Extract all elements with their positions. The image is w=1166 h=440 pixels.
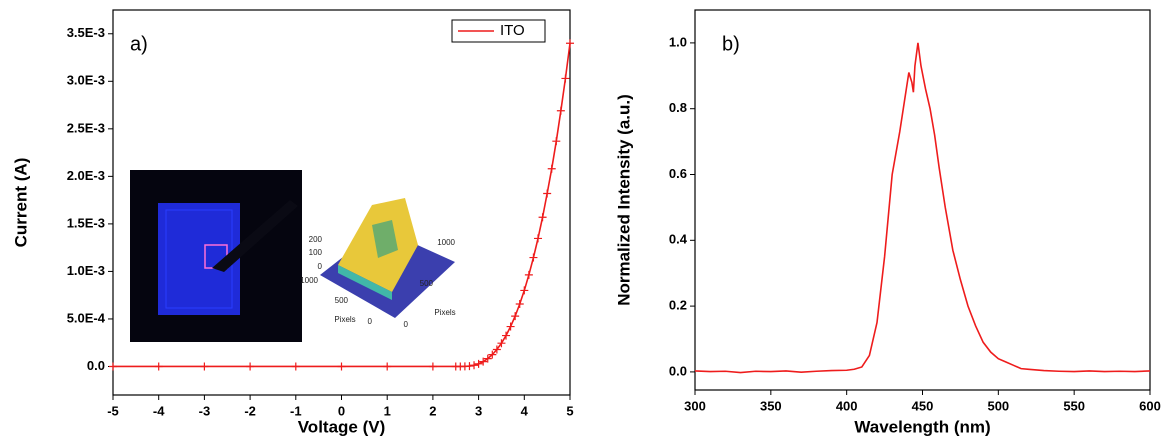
data-marker	[465, 362, 474, 371]
data-marker	[561, 74, 570, 83]
x-tick-label: -2	[244, 403, 256, 418]
y-tick-label: 1.0E-3	[67, 263, 105, 278]
surface-well	[372, 220, 398, 258]
inset-axis-label: Pixels	[434, 308, 455, 317]
y-tick-label: 0.2	[669, 298, 687, 313]
legend-label: ITO	[500, 22, 525, 39]
x-tick-label: 500	[987, 398, 1009, 413]
inset-tick-label: 500	[335, 296, 349, 305]
x-tick-label: 0	[338, 403, 345, 418]
y-tick-label: 1.5E-3	[67, 215, 105, 230]
y-tick-label: 3.0E-3	[67, 73, 105, 88]
y-tick-label: 3.5E-3	[67, 25, 105, 40]
data-marker	[566, 39, 574, 48]
data-marker	[515, 300, 524, 309]
data-marker	[488, 350, 497, 359]
y-axis-label: Normalized Intensity (a.u.)	[614, 94, 633, 306]
x-tick-label: 3	[475, 403, 482, 418]
inset-tick-label: 0	[368, 317, 373, 326]
x-tick-label: 1	[384, 403, 391, 418]
data-marker	[502, 331, 511, 340]
inset-tick-label: 0	[404, 320, 409, 329]
x-tick-label: 450	[912, 398, 934, 413]
probe	[212, 200, 298, 272]
x-tick-label: 350	[760, 398, 782, 413]
data-marker	[383, 362, 392, 371]
data-marker	[552, 137, 561, 146]
x-tick-label: 5	[566, 403, 573, 418]
data-marker	[520, 286, 529, 295]
data-line	[694, 42, 1151, 374]
inset-axis-label: Pixels	[334, 315, 355, 324]
data-marker	[474, 359, 483, 368]
panel-label: b)	[722, 33, 740, 55]
legend-box	[451, 19, 546, 43]
x-axis-label: Voltage (V)	[298, 417, 386, 436]
y-tick-label: 2.5E-3	[67, 120, 105, 135]
data-marker	[556, 106, 565, 115]
y-tick-label: 0.0	[669, 363, 687, 378]
data-marker	[497, 339, 506, 348]
panel-label: a)	[130, 33, 148, 55]
data-marker	[470, 361, 479, 370]
inset-tick-label: 1000	[437, 238, 455, 247]
x-tick-label: 550	[1063, 398, 1085, 413]
inset-tick-label: 100	[309, 248, 323, 257]
data-marker	[291, 362, 300, 371]
x-tick-label: 600	[1139, 398, 1161, 413]
inset-tick-label: 200	[309, 235, 323, 244]
x-tick-label: 400	[836, 398, 858, 413]
data-marker	[506, 322, 515, 331]
y-tick-label: 0.8	[669, 100, 687, 115]
data-marker	[547, 164, 556, 173]
data-marker	[200, 362, 209, 371]
y-tick-label: 0.4	[669, 232, 688, 247]
x-tick-label: 300	[684, 398, 706, 413]
data-marker	[543, 189, 552, 198]
inset	[130, 170, 484, 342]
x-tick-label: -1	[290, 403, 302, 418]
x-tick-label: -3	[199, 403, 211, 418]
y-tick-label: 0.0	[87, 358, 105, 373]
data-marker	[534, 234, 543, 243]
y-tick-label: 2.0E-3	[67, 168, 105, 183]
data-marker	[154, 362, 163, 371]
data-marker	[246, 362, 255, 371]
data-marker	[538, 213, 547, 222]
y-axis-label: Current (A)	[11, 158, 30, 248]
inset-tick-label: 500	[420, 279, 434, 288]
data-marker	[511, 312, 520, 321]
data-marker	[529, 253, 538, 262]
surface-side	[338, 265, 392, 300]
y-tick-label: 5.0E-4	[67, 310, 106, 325]
x-tick-label: 4	[521, 403, 529, 418]
y-tick-label: 0.6	[669, 166, 687, 181]
plot-frame	[694, 9, 1151, 391]
data-marker	[524, 270, 533, 279]
inset-tick-label: 1000	[300, 276, 318, 285]
data-marker	[337, 362, 346, 371]
x-tick-label: -5	[107, 403, 119, 418]
data-marker	[492, 345, 501, 354]
inset-tick-label: 0	[318, 262, 323, 271]
x-tick-label: 2	[429, 403, 436, 418]
x-axis-label: Wavelength (nm)	[854, 417, 990, 436]
data-marker	[428, 362, 437, 371]
data-marker	[109, 362, 117, 371]
y-tick-label: 1.0	[669, 34, 687, 49]
x-tick-label: -4	[153, 403, 165, 418]
data-marker	[479, 357, 488, 366]
data-marker	[483, 354, 492, 363]
data-line	[113, 43, 571, 368]
